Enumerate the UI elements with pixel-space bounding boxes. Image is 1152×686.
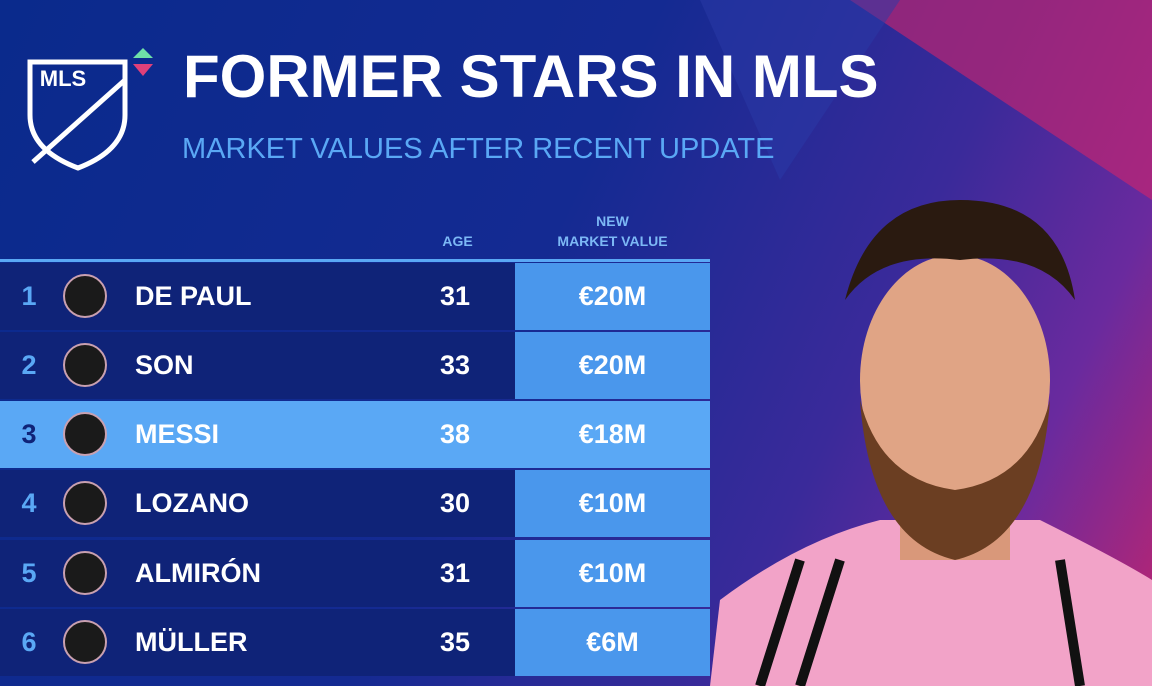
- divider: [0, 259, 710, 262]
- market-value: €10M: [515, 540, 710, 607]
- table-row: 6 MÜLLER 35 €6M: [0, 609, 710, 676]
- value-header: MARKET VALUE: [557, 233, 668, 249]
- rank: 3: [21, 419, 37, 449]
- title: FORMER STARS IN MLS: [183, 43, 879, 110]
- table-row: 1 DE PAUL 31 €20M: [0, 263, 710, 330]
- player-name: MESSI: [135, 419, 220, 449]
- age: 31: [439, 558, 471, 588]
- age: 38: [439, 419, 471, 449]
- club-logo: [63, 620, 107, 664]
- rank: 1: [21, 281, 37, 311]
- rank: 5: [21, 558, 37, 588]
- value-header: NEW: [596, 213, 629, 229]
- player-name: ALMIRÓN: [135, 558, 261, 588]
- club-logo: [63, 412, 107, 456]
- age: 30: [439, 488, 471, 518]
- rank: 4: [21, 488, 37, 518]
- age-header: AGE: [442, 233, 473, 249]
- table-row: 3 MESSI 38 €18M: [0, 401, 710, 468]
- player-name: DE PAUL: [135, 281, 252, 311]
- age: 33: [439, 350, 471, 380]
- age: 31: [439, 281, 471, 311]
- rank: 2: [21, 350, 37, 380]
- logo-text: MLS: [39, 66, 87, 91]
- table-row: 2 SON 33 €20M: [0, 332, 710, 399]
- player-photo: [710, 200, 1152, 686]
- age: 35: [439, 627, 471, 657]
- club-logo: [63, 343, 107, 387]
- player-name: LOZANO: [135, 488, 249, 518]
- club-logo: [63, 551, 107, 595]
- market-value: €20M: [515, 332, 710, 399]
- player-name: MÜLLER: [135, 627, 248, 657]
- table-row: 4 LOZANO 30 €10M: [0, 470, 710, 537]
- market-value: €6M: [515, 609, 710, 676]
- rank: 6: [21, 627, 37, 657]
- player-name: SON: [135, 350, 194, 380]
- club-logo: [63, 274, 107, 318]
- market-value: €10M: [515, 470, 710, 537]
- market-value: €20M: [515, 263, 710, 330]
- subtitle: MARKET VALUES AFTER RECENT UPDATE: [182, 133, 775, 165]
- club-logo: [63, 481, 107, 525]
- market-value: €18M: [578, 419, 647, 449]
- table-row: 5 ALMIRÓN 31 €10M: [0, 540, 710, 607]
